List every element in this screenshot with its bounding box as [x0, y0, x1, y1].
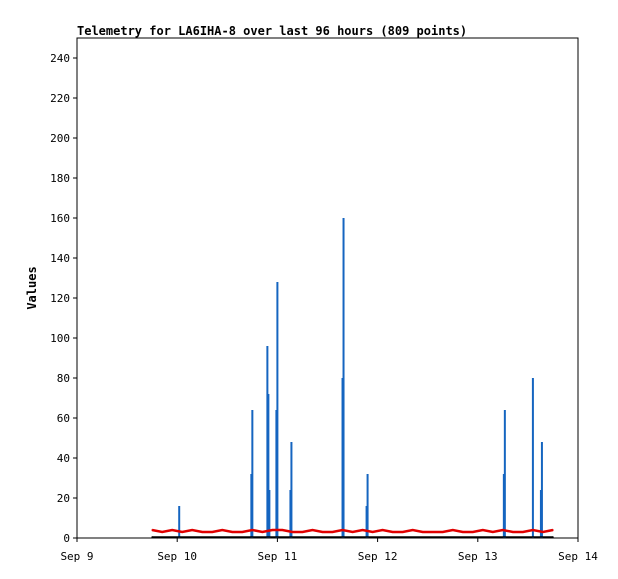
x-tick-label: Sep 9 — [60, 550, 93, 563]
baseline-point — [231, 531, 234, 533]
baseline-point — [361, 529, 364, 531]
y-tick-label: 200 — [50, 132, 70, 145]
baseline-point — [331, 531, 334, 533]
y-tick-label: 20 — [57, 492, 70, 505]
floor-point — [552, 536, 554, 538]
baseline-point — [341, 529, 344, 531]
baseline-point — [401, 531, 404, 533]
baseline-point — [411, 529, 414, 531]
baseline-point — [181, 531, 184, 533]
baseline-point — [492, 531, 494, 533]
baseline-point — [151, 529, 153, 531]
y-tick-label: 60 — [57, 412, 70, 425]
baseline-point — [271, 529, 274, 531]
y-tick-label: 220 — [50, 92, 70, 105]
floor-point — [151, 536, 153, 538]
baseline-point — [552, 529, 554, 531]
y-tick-label: 180 — [50, 172, 70, 185]
x-tick-label: Sep 12 — [358, 550, 398, 563]
baseline-point — [421, 531, 424, 533]
baseline-point — [281, 529, 284, 531]
baseline-point — [371, 531, 374, 533]
baseline-point — [482, 529, 484, 531]
baseline-point — [522, 531, 524, 533]
y-axis: 0 20 40 60 80 100 120 140 160 180 200 220 240 — [50, 52, 77, 545]
baseline-point — [321, 531, 324, 533]
baseline-point — [431, 531, 434, 533]
y-tick-label: 80 — [57, 372, 70, 385]
baseline-point — [502, 529, 504, 531]
x-axis: Sep 9 Sep 10 Sep 11 Sep 12 Sep 13 Sep 14 — [60, 538, 598, 563]
chart-title: Telemetry for LA6IHA-8 over last 96 hour… — [77, 24, 467, 38]
baseline-point — [261, 531, 264, 533]
baseline-point — [241, 531, 244, 533]
baseline-point — [201, 531, 204, 533]
baseline-point — [451, 529, 454, 531]
baseline-point — [251, 529, 254, 531]
baseline-point — [191, 529, 194, 531]
y-tick-label: 40 — [57, 452, 70, 465]
baseline-point — [381, 529, 384, 531]
baseline-point — [301, 531, 304, 533]
x-tick-label: Sep 13 — [458, 550, 498, 563]
baseline-point — [221, 529, 224, 531]
y-tick-label: 120 — [50, 292, 70, 305]
baseline-point — [171, 529, 173, 531]
plot-frame — [76, 37, 579, 539]
y-tick-label: 240 — [50, 52, 70, 65]
x-tick-label: Sep 14 — [558, 550, 598, 563]
baseline-point — [542, 531, 544, 533]
baseline-point — [471, 531, 474, 533]
baseline-point — [211, 531, 214, 533]
x-tick-label: Sep 10 — [157, 550, 197, 563]
y-tick-label: 140 — [50, 252, 70, 265]
baseline-point — [441, 531, 444, 533]
baseline-point — [461, 531, 464, 533]
plot-marks — [151, 218, 554, 538]
baseline-point — [532, 529, 534, 531]
baseline-point — [351, 531, 354, 533]
y-tick-label: 160 — [50, 212, 70, 225]
baseline-point — [311, 529, 314, 531]
x-tick-label: Sep 11 — [258, 550, 298, 563]
baseline-point — [291, 531, 294, 533]
y-axis-title: Values — [25, 266, 39, 309]
baseline-point — [161, 531, 163, 533]
y-tick-label: 0 — [63, 532, 70, 545]
baseline-point — [512, 531, 514, 533]
y-tick-label: 100 — [50, 332, 70, 345]
baseline-point — [391, 531, 394, 533]
